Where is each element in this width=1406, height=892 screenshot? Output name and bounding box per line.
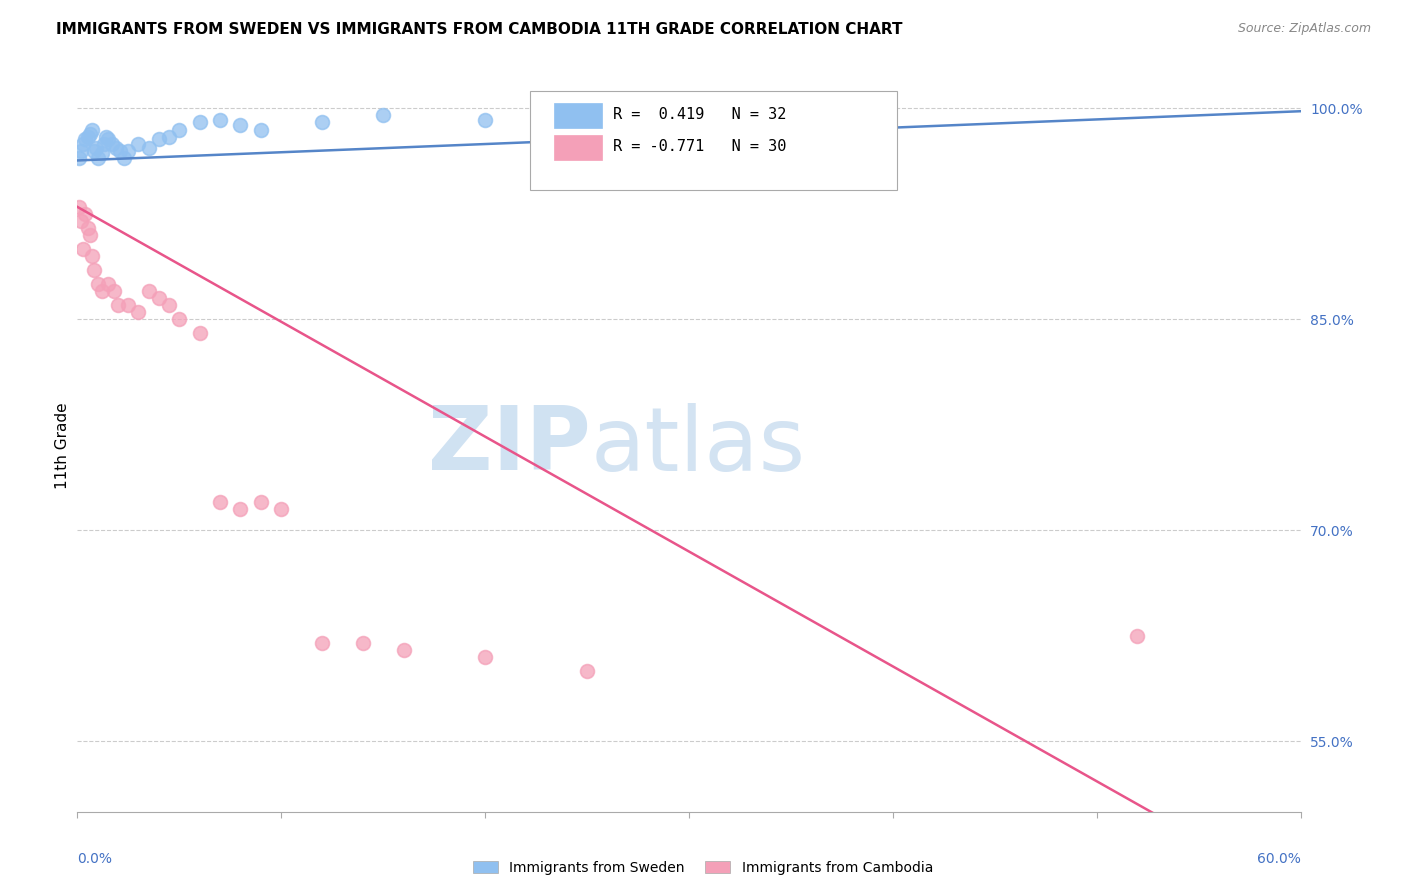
Point bbox=[270, 502, 292, 516]
Point bbox=[209, 495, 232, 509]
FancyBboxPatch shape bbox=[530, 91, 897, 190]
Point bbox=[76, 221, 98, 235]
Point bbox=[1126, 629, 1149, 643]
Point bbox=[250, 122, 273, 136]
Point bbox=[72, 242, 94, 256]
Point bbox=[188, 115, 211, 129]
Point bbox=[311, 636, 333, 650]
Point bbox=[107, 298, 129, 312]
Point bbox=[83, 144, 105, 158]
Point bbox=[75, 207, 97, 221]
Point bbox=[84, 141, 107, 155]
Point bbox=[576, 664, 599, 678]
Point bbox=[72, 136, 94, 151]
Point bbox=[83, 263, 105, 277]
Point bbox=[229, 118, 252, 132]
Point bbox=[75, 132, 97, 146]
Text: R =  0.419   N = 32: R = 0.419 N = 32 bbox=[613, 107, 786, 122]
Text: 60.0%: 60.0% bbox=[1257, 852, 1301, 866]
Text: ZIP: ZIP bbox=[429, 402, 591, 490]
Point bbox=[112, 151, 135, 165]
Point bbox=[97, 277, 120, 292]
Point bbox=[311, 115, 333, 129]
Point bbox=[101, 136, 124, 151]
Point bbox=[209, 112, 232, 127]
Point bbox=[79, 127, 101, 141]
Point bbox=[474, 112, 496, 127]
Point bbox=[117, 298, 139, 312]
Y-axis label: 11th Grade: 11th Grade bbox=[55, 402, 70, 490]
FancyBboxPatch shape bbox=[554, 136, 602, 160]
Point bbox=[108, 144, 131, 158]
Point bbox=[79, 227, 101, 242]
Point bbox=[637, 104, 659, 119]
Point bbox=[148, 132, 170, 146]
FancyBboxPatch shape bbox=[554, 103, 602, 128]
Point bbox=[105, 141, 128, 155]
Point bbox=[371, 108, 394, 122]
Point bbox=[157, 298, 180, 312]
Point bbox=[128, 136, 150, 151]
Point bbox=[229, 502, 252, 516]
Text: 0.0%: 0.0% bbox=[77, 852, 112, 866]
Point bbox=[169, 312, 191, 326]
Point bbox=[70, 214, 93, 228]
Point bbox=[474, 650, 496, 665]
Point bbox=[157, 129, 180, 144]
Point bbox=[117, 144, 139, 158]
Point bbox=[188, 326, 211, 341]
Point bbox=[90, 285, 112, 299]
Point bbox=[128, 305, 150, 319]
Point bbox=[87, 277, 110, 292]
Point bbox=[103, 285, 125, 299]
Text: Source: ZipAtlas.com: Source: ZipAtlas.com bbox=[1237, 22, 1371, 36]
Point bbox=[138, 285, 160, 299]
Point bbox=[67, 151, 90, 165]
Point bbox=[80, 122, 103, 136]
Point bbox=[97, 132, 120, 146]
Point bbox=[250, 495, 273, 509]
Point bbox=[67, 200, 90, 214]
Legend: Immigrants from Sweden, Immigrants from Cambodia: Immigrants from Sweden, Immigrants from … bbox=[467, 855, 939, 880]
Point bbox=[93, 136, 115, 151]
Point bbox=[80, 249, 103, 263]
Point bbox=[352, 636, 374, 650]
Point bbox=[94, 129, 117, 144]
Point bbox=[138, 141, 160, 155]
Point bbox=[76, 129, 98, 144]
Point bbox=[392, 643, 415, 657]
Text: IMMIGRANTS FROM SWEDEN VS IMMIGRANTS FROM CAMBODIA 11TH GRADE CORRELATION CHART: IMMIGRANTS FROM SWEDEN VS IMMIGRANTS FRO… bbox=[56, 22, 903, 37]
Point bbox=[87, 151, 110, 165]
Text: atlas: atlas bbox=[591, 402, 806, 490]
Text: R = -0.771   N = 30: R = -0.771 N = 30 bbox=[613, 139, 786, 154]
Point bbox=[148, 291, 170, 305]
Point bbox=[169, 122, 191, 136]
Point bbox=[70, 144, 93, 158]
Point bbox=[90, 146, 112, 161]
